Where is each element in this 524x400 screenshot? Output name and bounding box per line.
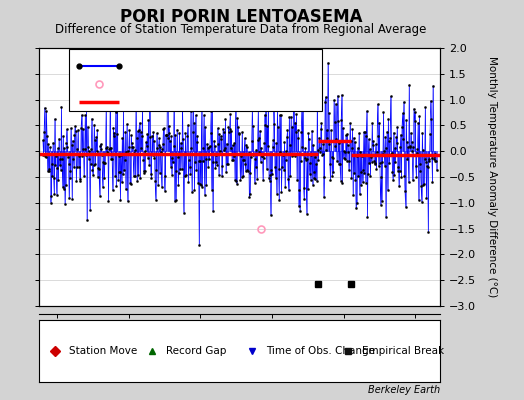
- Text: Record Gap: Record Gap: [166, 346, 226, 356]
- Text: Time of Obs. Change: Time of Obs. Change: [266, 346, 375, 356]
- Text: PORI PORIN LENTOASEMA: PORI PORIN LENTOASEMA: [120, 8, 362, 26]
- Text: Estimated Station Mean Bias: Estimated Station Mean Bias: [127, 97, 278, 107]
- Text: Difference from Regional Average: Difference from Regional Average: [127, 61, 303, 71]
- Text: Berkeley Earth: Berkeley Earth: [368, 385, 440, 395]
- Text: Empirical Break: Empirical Break: [362, 346, 444, 356]
- Y-axis label: Monthly Temperature Anomaly Difference (°C): Monthly Temperature Anomaly Difference (…: [487, 56, 497, 298]
- FancyBboxPatch shape: [69, 49, 322, 111]
- Text: Difference of Station Temperature Data from Regional Average: Difference of Station Temperature Data f…: [56, 23, 427, 36]
- Text: Station Move: Station Move: [69, 346, 138, 356]
- Text: Quality Control Failed: Quality Control Failed: [127, 79, 240, 89]
